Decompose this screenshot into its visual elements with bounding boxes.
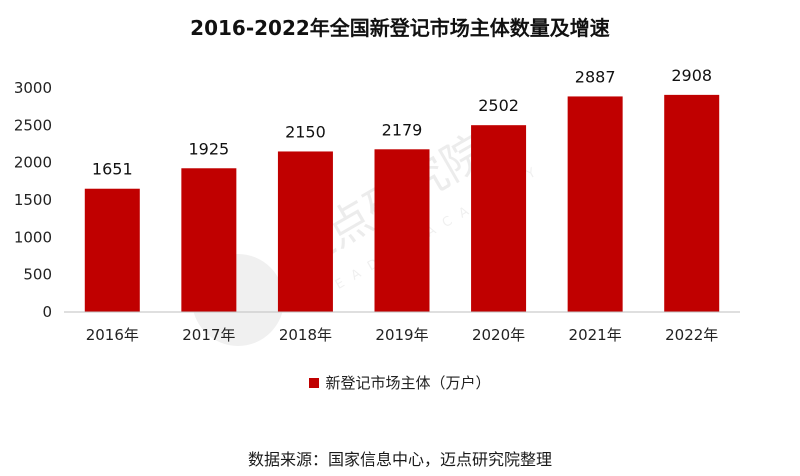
chart-title: 2016-2022年全国新登记市场主体数量及增速 [190,16,610,40]
x-tick-label: 2019年 [375,326,428,344]
y-tick-label: 500 [23,266,52,284]
y-tick-label: 2500 [14,116,52,134]
bar [567,96,623,312]
data-labels: 1651 1925 2150 2179 2502 2887 2908 [92,66,712,179]
y-tick-label: 2000 [14,154,52,172]
bar [374,149,430,312]
x-axis: 2016年 2017年 2018年 2019年 2020年 2021年 2022年 [64,311,740,344]
x-tick-label: 2022年 [665,326,718,344]
legend-label: 新登记市场主体（万户） [325,374,491,392]
data-label: 2908 [671,66,712,85]
legend: 新登记市场主体（万户） [0,372,800,393]
y-tick-label: 3000 [14,79,52,97]
y-tick-label: 1000 [14,228,52,246]
y-tick-label: 1500 [14,191,52,209]
data-label: 2887 [575,67,616,86]
bar [84,188,140,312]
x-tick-label: 2020年 [472,326,525,344]
x-tick-label: 2018年 [279,326,332,344]
x-tick-label: 2016年 [86,326,139,344]
bar-series [84,94,720,313]
y-tick-label: 0 [42,303,52,321]
x-tick-label: 2017年 [182,326,235,344]
data-label: 1925 [188,139,229,158]
bar [181,168,237,312]
source-note: 数据来源：国家信息中心，迈点研究院整理 [247,450,552,469]
data-label: 1651 [92,160,133,179]
x-tick-label: 2021年 [569,326,622,344]
data-label: 2502 [478,96,519,115]
bar [664,94,720,313]
bar [471,125,527,313]
data-label: 2150 [285,122,326,141]
y-axis: 0 500 1000 1500 2000 2500 3000 [14,79,52,321]
data-label: 2179 [382,120,423,139]
bar [277,151,333,312]
legend-swatch [309,377,320,388]
